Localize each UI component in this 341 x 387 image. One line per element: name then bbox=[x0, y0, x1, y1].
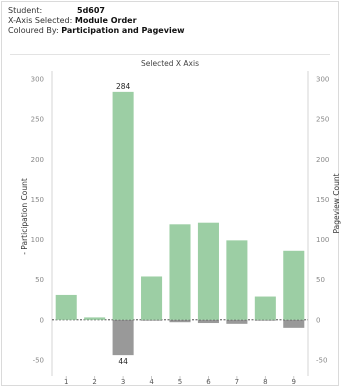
chart-title: Selected X Axis bbox=[141, 59, 199, 68]
selection-info: Student: 5d607 X-Axis Selected: Module O… bbox=[8, 6, 185, 36]
y-tick-label-right: 250 bbox=[316, 116, 329, 124]
y-tick-label-left: 300 bbox=[31, 76, 44, 84]
left-y-axis: 300 250 200 150 100 50 0 -50 bbox=[31, 76, 44, 365]
participation-bar bbox=[84, 317, 106, 320]
y-tick-label-right: 150 bbox=[316, 196, 329, 204]
pageview-bar bbox=[226, 319, 248, 324]
x-tick-label: 1 bbox=[64, 378, 68, 386]
x-tick-label: 7 bbox=[235, 378, 239, 386]
data-label: 44 bbox=[118, 357, 128, 366]
y-axis-label-left: - Participation Count bbox=[20, 178, 29, 255]
xaxis-value: Module Order bbox=[74, 16, 137, 25]
pageview-bar bbox=[112, 319, 134, 356]
participation-bar bbox=[169, 224, 191, 320]
student-value: 5d607 bbox=[77, 6, 105, 15]
colour-label: Coloured By: bbox=[8, 26, 59, 35]
y-tick-label-right: 100 bbox=[316, 236, 329, 244]
pageview-bar bbox=[197, 319, 219, 324]
y-tick-label-left: 150 bbox=[31, 196, 44, 204]
y-tick-label-right: 50 bbox=[316, 276, 325, 284]
y-tick-label-left: -50 bbox=[33, 356, 44, 364]
y-tick-label-left: 100 bbox=[31, 236, 44, 244]
y-tick-label-right: 300 bbox=[316, 76, 329, 84]
panel-divider bbox=[10, 54, 330, 55]
x-tick-label: 2 bbox=[92, 378, 96, 386]
participation-bar bbox=[254, 296, 276, 320]
participation-bar bbox=[55, 294, 77, 320]
right-y-axis: 300 250 200 150 100 50 0 -50 bbox=[316, 76, 329, 365]
x-tick-label: 4 bbox=[149, 378, 154, 386]
bar-group bbox=[52, 91, 308, 356]
pageview-bar bbox=[283, 319, 305, 328]
plot-frame bbox=[51, 71, 309, 376]
data-labels: 284 44 bbox=[116, 82, 131, 366]
xaxis-row: X-Axis Selected: Module Order bbox=[8, 16, 185, 26]
x-tick-label: 8 bbox=[263, 378, 267, 386]
participation-bar bbox=[197, 222, 219, 320]
x-axis: 1 2 3 4 5 6 7 8 9 bbox=[64, 376, 296, 386]
y-tick-label-right: 0 bbox=[316, 316, 320, 324]
pageview-bar bbox=[169, 319, 191, 323]
y-tick-label-right: 200 bbox=[316, 156, 329, 164]
pageview-bar bbox=[254, 319, 276, 321]
data-label: 284 bbox=[116, 82, 131, 91]
colour-value: Participation and Pageview bbox=[61, 26, 185, 35]
y-tick-label-left: 50 bbox=[35, 276, 44, 284]
x-tick-label: 5 bbox=[178, 378, 182, 386]
y-tick-label-right: -50 bbox=[316, 356, 327, 364]
y-tick-label-left: 250 bbox=[31, 116, 44, 124]
y-tick-label-left: 0 bbox=[40, 316, 44, 324]
participation-bar bbox=[283, 250, 305, 320]
participation-bar bbox=[141, 276, 163, 320]
colour-row: Coloured By: Participation and Pageview bbox=[8, 26, 185, 36]
y-tick-label-left: 200 bbox=[31, 156, 44, 164]
student-row: Student: 5d607 bbox=[8, 6, 185, 16]
x-tick-label: 3 bbox=[121, 378, 125, 386]
student-label: Student: bbox=[8, 6, 43, 15]
x-tick-label: 6 bbox=[206, 378, 211, 386]
participation-bar bbox=[226, 240, 248, 320]
y-axis-label-right: Pageview Count bbox=[332, 173, 341, 233]
participation-bar bbox=[112, 91, 134, 320]
x-tick-label: 9 bbox=[292, 378, 296, 386]
xaxis-label: X-Axis Selected: bbox=[8, 16, 73, 25]
